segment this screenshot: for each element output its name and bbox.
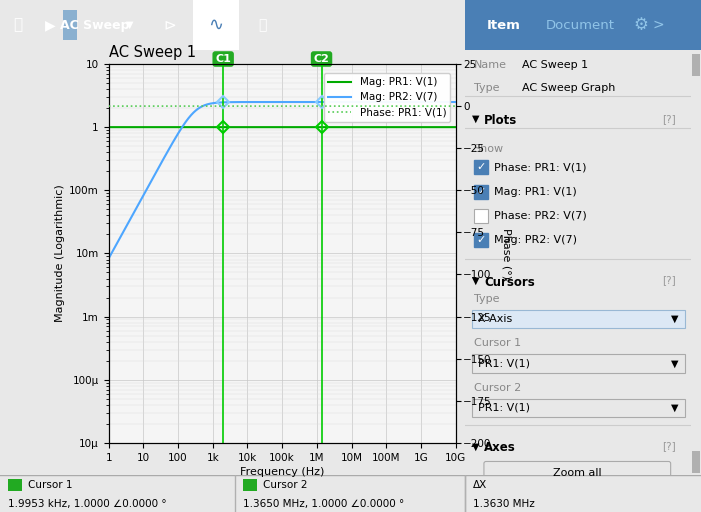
Text: Type: Type bbox=[474, 294, 499, 304]
Text: Cursor 2: Cursor 2 bbox=[263, 480, 308, 490]
Text: Cursor 2: Cursor 2 bbox=[474, 382, 521, 393]
Bar bbox=[474, 233, 488, 247]
Text: Cursors: Cursors bbox=[484, 275, 535, 289]
Legend: Mag: PR1: V(1), Mag: PR2: V(7), Phase: PR1: V(1): Mag: PR1: V(1), Mag: PR2: V(7), Phase: P… bbox=[325, 73, 451, 122]
Bar bbox=[474, 209, 488, 223]
Text: ✓: ✓ bbox=[476, 162, 486, 173]
Text: Phase: PR2: V(7): Phase: PR2: V(7) bbox=[494, 211, 587, 221]
Bar bbox=[465, 0, 701, 50]
Text: ∿: ∿ bbox=[208, 16, 224, 34]
Bar bbox=[692, 54, 700, 76]
FancyBboxPatch shape bbox=[484, 461, 671, 484]
Text: 1.3650 MHz, 1.0000 ∠0.0000 °: 1.3650 MHz, 1.0000 ∠0.0000 ° bbox=[243, 499, 404, 509]
Text: Mag: PR2: V(7): Mag: PR2: V(7) bbox=[494, 235, 577, 245]
Bar bbox=[474, 160, 488, 175]
Text: Cursor 1: Cursor 1 bbox=[28, 480, 72, 490]
Text: ▼: ▼ bbox=[672, 358, 679, 369]
Text: Document: Document bbox=[546, 18, 615, 32]
Text: Phase: PR1: V(1): Phase: PR1: V(1) bbox=[494, 162, 587, 173]
Text: C2: C2 bbox=[313, 54, 329, 64]
Text: [?]: [?] bbox=[662, 275, 676, 286]
Bar bbox=[472, 310, 685, 328]
Text: ▼: ▼ bbox=[672, 314, 679, 324]
Text: ▶: ▶ bbox=[45, 18, 55, 32]
Bar bbox=[692, 451, 700, 473]
Text: AC Sweep 1: AC Sweep 1 bbox=[109, 45, 196, 60]
Text: ⊳: ⊳ bbox=[163, 17, 177, 33]
Y-axis label: Magnitude (Logarithmic): Magnitude (Logarithmic) bbox=[55, 184, 65, 323]
Text: Plots: Plots bbox=[484, 114, 517, 127]
Text: ✓: ✓ bbox=[476, 235, 486, 245]
X-axis label: Frequency (Hz): Frequency (Hz) bbox=[240, 467, 325, 477]
Text: 1.3630 MHz: 1.3630 MHz bbox=[473, 499, 535, 509]
Text: Show: Show bbox=[474, 144, 504, 154]
Text: ▼: ▼ bbox=[472, 275, 479, 286]
Text: [?]: [?] bbox=[662, 114, 676, 124]
Text: Cursor 1: Cursor 1 bbox=[474, 338, 521, 348]
Bar bbox=[243, 479, 257, 491]
Text: X Axis: X Axis bbox=[478, 314, 512, 324]
Text: Name: Name bbox=[474, 60, 507, 70]
Bar bbox=[8, 479, 22, 491]
Text: PR1: V(1): PR1: V(1) bbox=[478, 358, 530, 369]
Text: Zoom all: Zoom all bbox=[553, 467, 601, 478]
Text: Item: Item bbox=[486, 18, 520, 32]
Text: [?]: [?] bbox=[662, 441, 676, 451]
Text: ⚙: ⚙ bbox=[633, 16, 648, 34]
Text: ▼: ▼ bbox=[126, 20, 134, 30]
Text: Mag: PR1: V(1): Mag: PR1: V(1) bbox=[494, 187, 577, 197]
Bar bbox=[193, 0, 239, 50]
Bar bbox=[472, 399, 685, 417]
Bar bbox=[474, 185, 488, 199]
Bar bbox=[472, 354, 685, 373]
Text: ▼: ▼ bbox=[472, 441, 479, 451]
Text: AC Sweep Graph: AC Sweep Graph bbox=[522, 82, 615, 93]
Text: Type: Type bbox=[474, 82, 499, 93]
Text: PR1: V(1): PR1: V(1) bbox=[478, 403, 530, 413]
Bar bbox=[63, 10, 77, 40]
Text: ⨿: ⨿ bbox=[258, 18, 266, 32]
Text: Axes: Axes bbox=[484, 441, 516, 454]
Text: ✓: ✓ bbox=[476, 187, 486, 197]
Text: >: > bbox=[653, 18, 665, 32]
Text: ▼: ▼ bbox=[472, 114, 479, 124]
Text: ⓘ: ⓘ bbox=[13, 17, 22, 33]
Text: ▼: ▼ bbox=[672, 403, 679, 413]
Text: AC Sweep 1: AC Sweep 1 bbox=[522, 60, 588, 70]
Text: ΔX: ΔX bbox=[473, 480, 487, 490]
Text: 1.9953 kHz, 1.0000 ∠0.0000 °: 1.9953 kHz, 1.0000 ∠0.0000 ° bbox=[8, 499, 167, 509]
Text: C1: C1 bbox=[215, 54, 231, 64]
Y-axis label: Phase (°): Phase (°) bbox=[501, 228, 511, 279]
Text: AC Sweep: AC Sweep bbox=[60, 18, 130, 32]
